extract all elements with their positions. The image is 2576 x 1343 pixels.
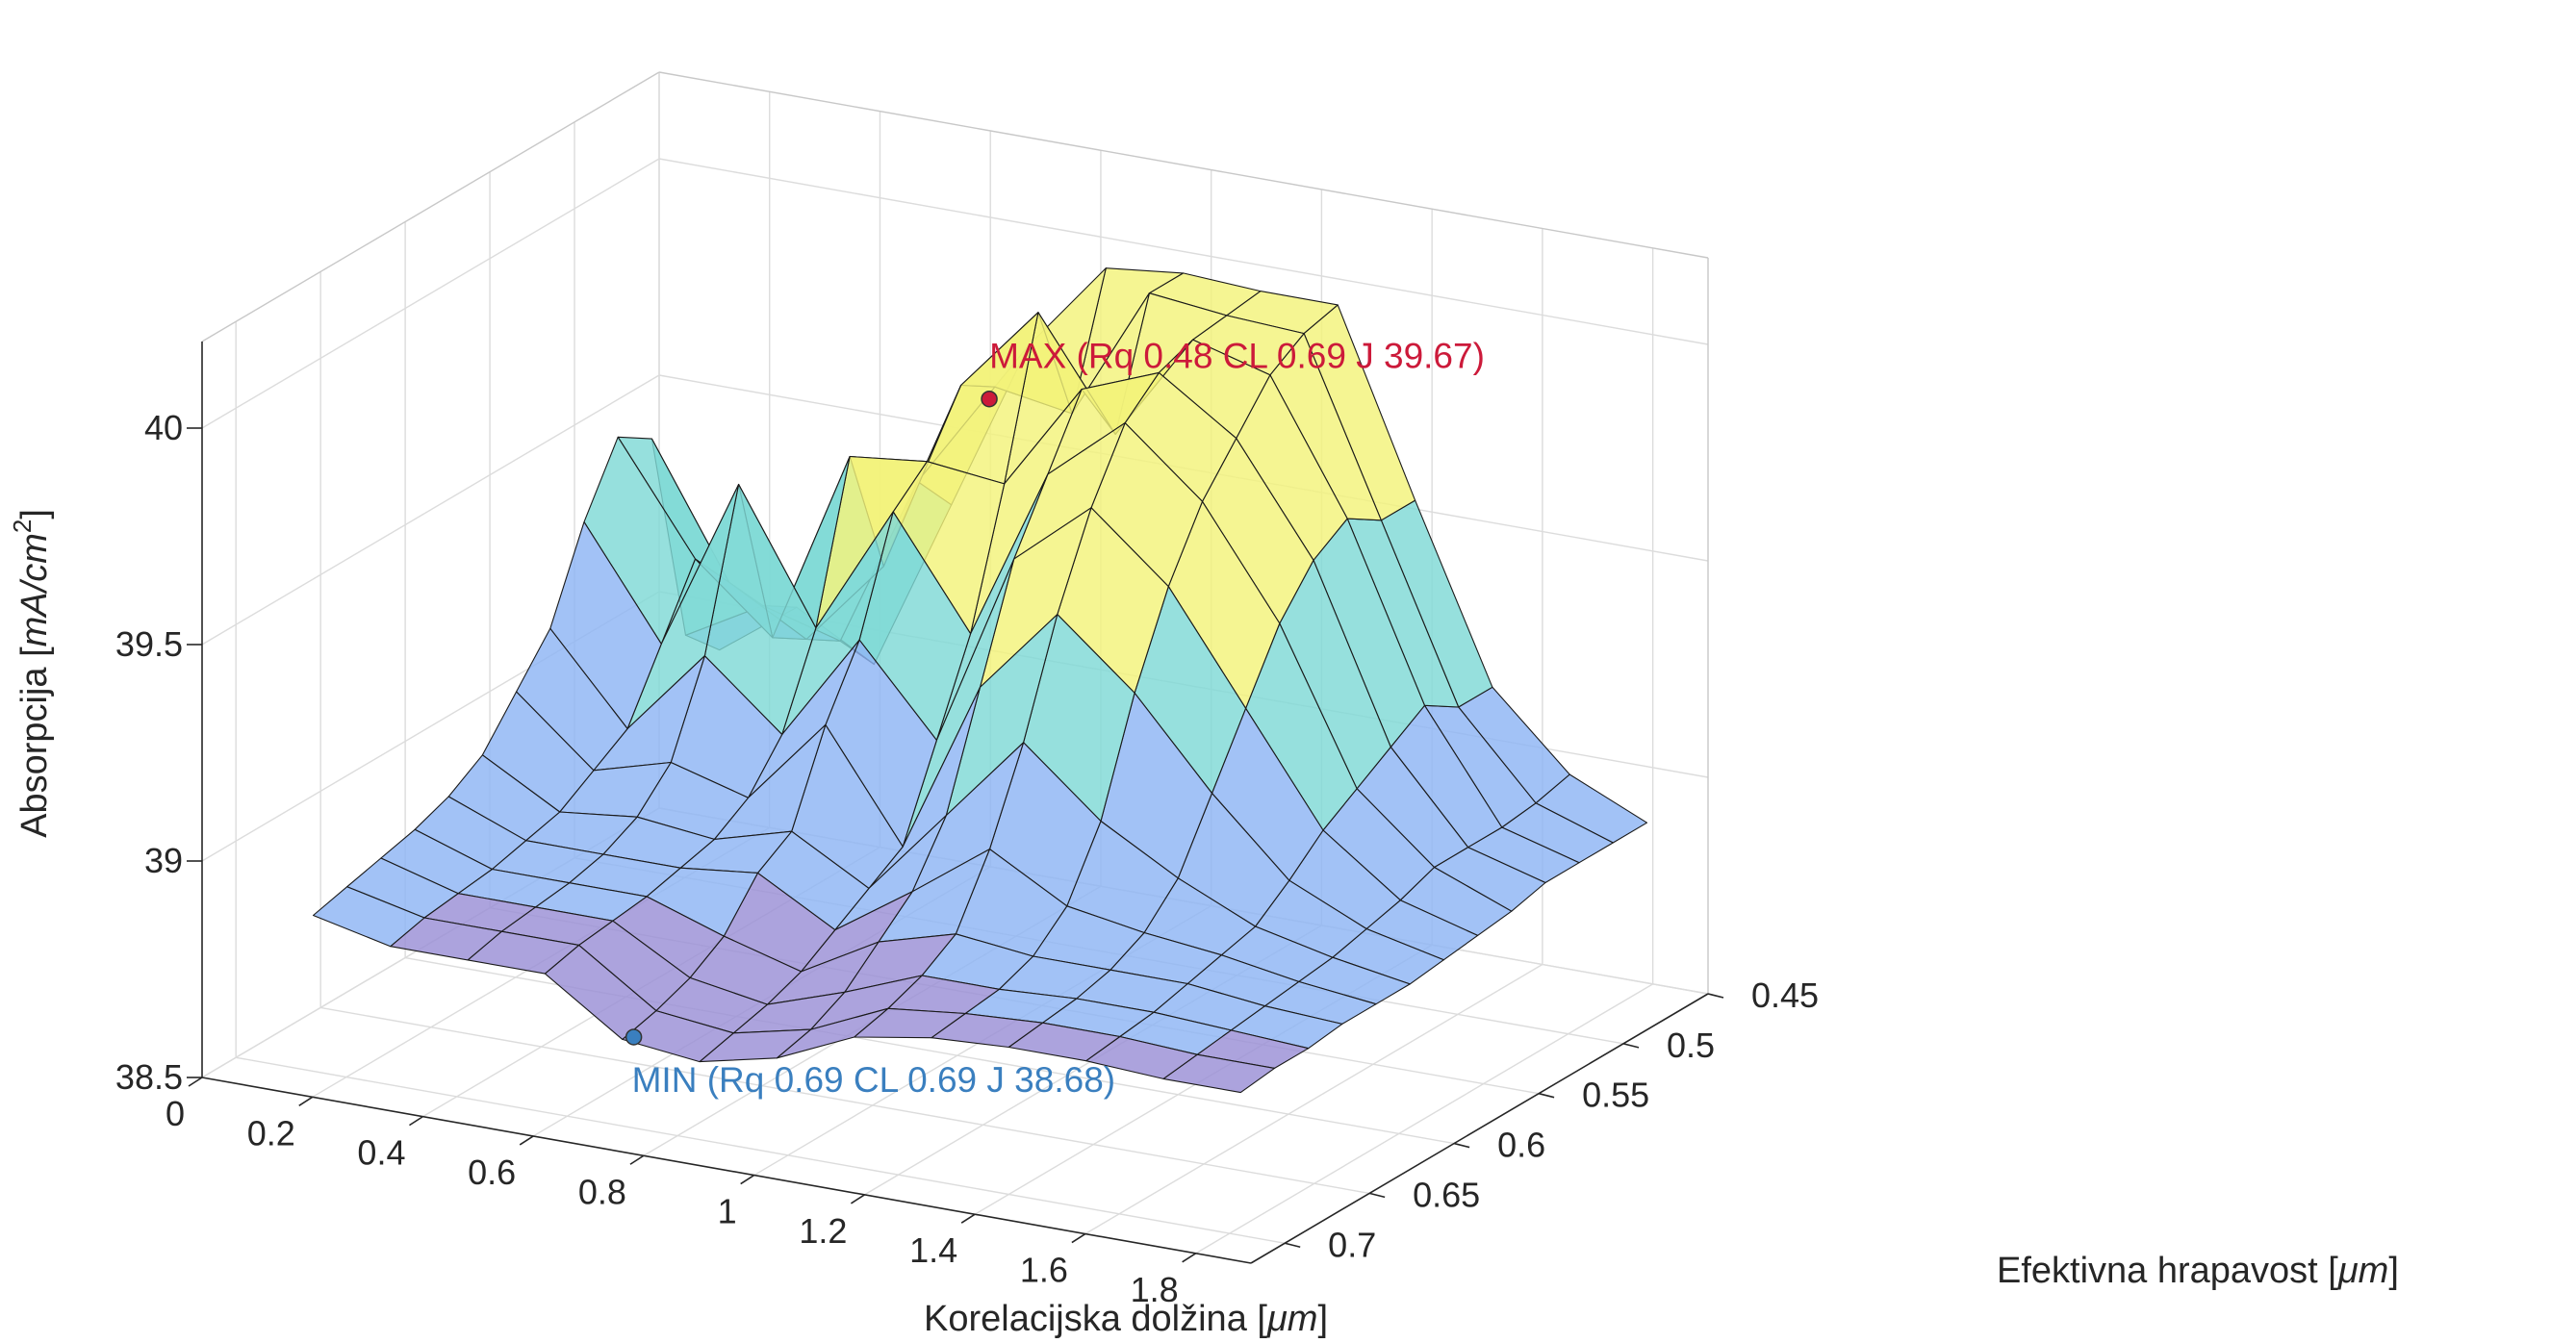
x-tick-mark: [298, 1096, 314, 1106]
x-axis-label: Korelacijska dolžina [μm]: [924, 1299, 1328, 1339]
y-tick-labels: 0.45 0.5 0.55 0.6 0.65 0.7: [1284, 976, 1819, 1264]
grid-line-x-floor: [1195, 983, 1653, 1254]
grid-line-y-floor: [236, 1056, 1286, 1244]
y-tick-mark: [1622, 1043, 1640, 1049]
x-tick-mark: [1071, 1232, 1086, 1244]
x-tick-label: 0.6: [468, 1153, 516, 1192]
x-tick-mark: [629, 1154, 645, 1165]
y-tick-mark: [1453, 1142, 1470, 1149]
z-tick-labels: 38.5 39 39.5 40: [115, 408, 202, 1097]
grid-line-x-floor: [1084, 963, 1543, 1235]
y-tick-mark: [1538, 1092, 1555, 1099]
y-tick-mark: [1707, 993, 1724, 999]
x-tick-label: 1.8: [1131, 1270, 1179, 1309]
y-tick-label: 0.7: [1328, 1225, 1376, 1264]
surface-plot: [312, 267, 1648, 1094]
y-tick-label: 0.45: [1751, 976, 1819, 1015]
grid-line-z-side: [201, 374, 660, 646]
y-axis-label: Efektivna hrapavost [μm]: [1997, 1251, 2399, 1291]
z-tick-label: 39.5: [115, 624, 183, 664]
x-tick-mark: [1182, 1253, 1197, 1263]
axes-lines: [201, 342, 1709, 1264]
max-annotation: MAX (Rq 0.48 CL 0.69 J 39.67): [989, 337, 1485, 376]
x-tick-label: 0.2: [247, 1113, 295, 1153]
y-axis-line: [1250, 993, 1709, 1264]
x-tick-mark: [188, 1077, 203, 1087]
box-edge: [201, 71, 660, 342]
x-tick-label: 1.6: [1020, 1251, 1068, 1290]
x-tick-mark: [850, 1194, 865, 1204]
z-tick-label: 38.5: [115, 1057, 183, 1097]
y-tick-label: 0.55: [1582, 1076, 1649, 1115]
x-axis-line: [201, 1077, 1252, 1264]
y-tick-label: 0.6: [1497, 1126, 1545, 1165]
surface-cell: [312, 886, 425, 948]
x-tick-mark: [409, 1115, 423, 1127]
x-tick-mark: [740, 1174, 755, 1185]
z-axis-label: Absorpcija [mA/cm2]: [8, 509, 55, 838]
x-tick-label: 1: [718, 1192, 737, 1231]
x-tick-label: 0.4: [357, 1133, 405, 1173]
box-edge: [658, 71, 1709, 259]
y-tick-label: 0.65: [1413, 1175, 1480, 1214]
x-tick-label: 1.4: [909, 1230, 957, 1270]
y-tick-label: 0.5: [1667, 1026, 1715, 1065]
markers: MAX (Rq 0.48 CL 0.69 J 39.67) MIN (Rq 0.6…: [625, 337, 1485, 1100]
x-tick-mark: [960, 1213, 976, 1224]
x-tick-mark: [519, 1135, 534, 1146]
y-tick-mark: [1284, 1242, 1301, 1249]
min-marker: [625, 1028, 643, 1046]
x-tick-label: 0.8: [578, 1172, 626, 1211]
z-tick-label: 39: [144, 841, 183, 880]
x-tick-label: 0: [166, 1094, 185, 1133]
grid-line-z-back: [658, 158, 1709, 345]
z-tick-label: 40: [144, 408, 183, 447]
y-tick-mark: [1368, 1192, 1386, 1199]
grid-line-z-side: [201, 158, 660, 429]
max-marker: [981, 390, 998, 408]
x-tick-labels: 0 0.2 0.4 0.6 0.8 1 1.2 1.4 1.6 1.8: [166, 1077, 1197, 1309]
grid-line-y-floor: [320, 1006, 1370, 1195]
min-annotation: MIN (Rq 0.69 CL 0.69 J 38.68): [632, 1060, 1115, 1100]
x-tick-label: 1.2: [799, 1211, 847, 1251]
